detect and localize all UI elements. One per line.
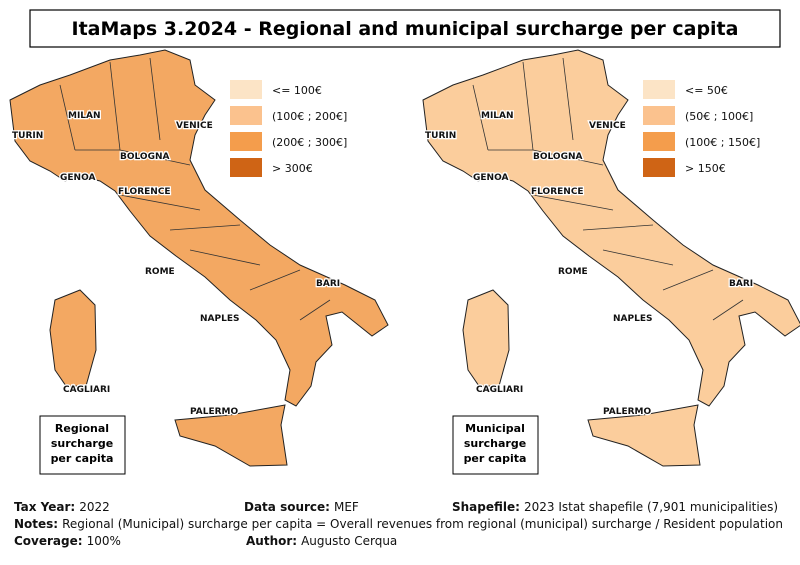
- map: <= 100€ (100€ ; 200€] (200€ ; 300€] > 300€ T…: [9, 49, 389, 475]
- legend-label: <= 100€: [272, 84, 322, 97]
- city-label: VENICE: [176, 121, 213, 131]
- city-label: MILAN: [68, 111, 101, 121]
- maps-canvas: ItaMaps 3.2024 - Regional and municipal …: [9, 9, 800, 475]
- map-label-box: [39, 415, 126, 475]
- legend-label: (200€ ; 300€]: [272, 136, 347, 149]
- footer-field: Coverage: 100%: [14, 534, 121, 548]
- city-label: NAPLES: [613, 314, 652, 324]
- map-label: Municipal: [465, 422, 525, 435]
- footer-field: Tax Year: 2022: [14, 500, 110, 514]
- city-label: MILAN: [481, 111, 514, 121]
- city-label: ROME: [558, 267, 588, 277]
- landmass: [462, 289, 510, 387]
- legend-swatch: [230, 158, 262, 177]
- legend-swatch: [230, 106, 262, 125]
- city-label: CAGLIARI: [476, 385, 523, 395]
- city-label: BOLOGNA: [120, 152, 169, 162]
- footer-value: Augusto Cerqua: [301, 534, 398, 548]
- legend-label: > 300€: [272, 162, 313, 175]
- legend-swatch: [230, 132, 262, 151]
- city-label: VENICE: [589, 121, 626, 131]
- city-label: ROME: [145, 267, 175, 277]
- map: <= 50€ (50€ ; 100€] (100€ ; 150€] > 150€ TUR…: [422, 49, 800, 475]
- legend-label: (50€ ; 100€]: [685, 110, 753, 123]
- footer-key: Shapefile:: [452, 500, 520, 514]
- landmass: [49, 289, 97, 387]
- footer-value: MEF: [333, 500, 359, 514]
- region-borders: [472, 57, 744, 321]
- landmass: [174, 404, 288, 467]
- landmass: [587, 404, 701, 467]
- legend-label: <= 50€: [685, 84, 728, 97]
- city-label: PALERMO: [603, 407, 652, 417]
- city-label: PALERMO: [190, 407, 239, 417]
- city-label: GENOA: [473, 173, 508, 183]
- map-label-box: [452, 415, 539, 475]
- legend-label: (100€ ; 200€]: [272, 110, 347, 123]
- city-label: BARI: [316, 279, 340, 289]
- footer-key: Coverage:: [14, 534, 83, 548]
- footer-field: Data source: MEF: [244, 500, 359, 514]
- legend-swatch: [643, 106, 675, 125]
- title: ItaMaps 3.2024 - Regional and municipal …: [72, 18, 739, 40]
- footer-key: Tax Year:: [14, 500, 76, 514]
- map-label: surcharge: [51, 437, 113, 450]
- footer-value: Regional (Municipal) surcharge per capit…: [62, 517, 783, 531]
- footer-value: 2022: [79, 500, 110, 514]
- map-label: surcharge: [464, 437, 526, 450]
- map-label: per capita: [51, 452, 114, 465]
- legend-swatch: [643, 80, 675, 99]
- legend-label: > 150€: [685, 162, 726, 175]
- map-label: Regional: [55, 422, 109, 435]
- city-label: BARI: [729, 279, 753, 289]
- footer-key: Notes:: [14, 517, 59, 531]
- region-borders: [59, 57, 331, 321]
- footer-field: Shapefile: 2023 Istat shapefile (7,901 mu…: [452, 500, 778, 514]
- footer-key: Data source:: [244, 500, 330, 514]
- city-label: FLORENCE: [118, 187, 171, 197]
- city-label: CAGLIARI: [63, 385, 110, 395]
- footer-field: Notes: Regional (Municipal) surcharge per…: [14, 517, 783, 531]
- city-label: BOLOGNA: [533, 152, 582, 162]
- city-label: GENOA: [60, 173, 95, 183]
- footer-key: Author:: [246, 534, 298, 548]
- footer-value: 100%: [86, 534, 121, 548]
- legend-label: (100€ ; 150€]: [685, 136, 760, 149]
- legend-swatch: [643, 158, 675, 177]
- map-label: per capita: [464, 452, 527, 465]
- footer-value: 2023 Istat shapefile (7,901 municipaliti…: [523, 500, 779, 514]
- city-label: TURIN: [12, 131, 43, 141]
- city-label: TURIN: [425, 131, 456, 141]
- legend-swatch: [643, 132, 675, 151]
- city-label: FLORENCE: [531, 187, 584, 197]
- title-box: [29, 9, 781, 48]
- city-label: NAPLES: [200, 314, 239, 324]
- footer-field: Author: Augusto Cerqua: [246, 534, 397, 548]
- legend-swatch: [230, 80, 262, 99]
